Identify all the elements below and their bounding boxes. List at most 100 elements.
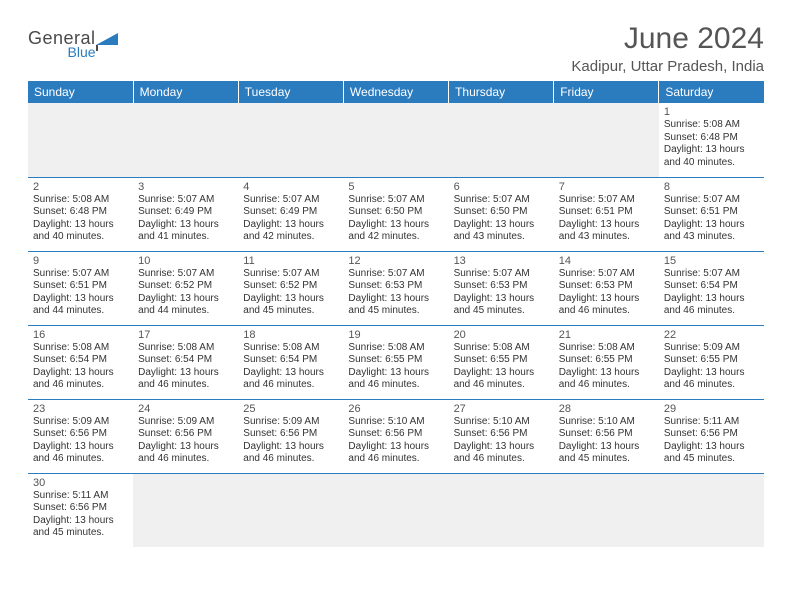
day-number: 23 (33, 403, 128, 415)
daylight-line-1: Daylight: 13 hours (348, 293, 443, 306)
daylight-line-1: Daylight: 13 hours (138, 293, 233, 306)
calendar-day: 3Sunrise: 5:07 AMSunset: 6:49 PMDaylight… (133, 177, 238, 251)
calendar-day: 29Sunrise: 5:11 AMSunset: 6:56 PMDayligh… (659, 399, 764, 473)
calendar-day: 28Sunrise: 5:10 AMSunset: 6:56 PMDayligh… (554, 399, 659, 473)
calendar-empty (133, 473, 238, 547)
calendar-day: 19Sunrise: 5:08 AMSunset: 6:55 PMDayligh… (343, 325, 448, 399)
calendar-day: 5Sunrise: 5:07 AMSunset: 6:50 PMDaylight… (343, 177, 448, 251)
sunset-line: Sunset: 6:52 PM (138, 280, 233, 293)
sunset-line: Sunset: 6:50 PM (454, 206, 549, 219)
daylight-line-1: Daylight: 13 hours (664, 144, 759, 157)
calendar-day: 23Sunrise: 5:09 AMSunset: 6:56 PMDayligh… (28, 399, 133, 473)
daylight-line-2: and 46 minutes. (664, 379, 759, 392)
month-title: June 2024 (571, 22, 764, 56)
sunset-line: Sunset: 6:55 PM (559, 354, 654, 367)
sunrise-line: Sunrise: 5:08 AM (664, 119, 759, 132)
sunset-line: Sunset: 6:55 PM (454, 354, 549, 367)
calendar-day: 7Sunrise: 5:07 AMSunset: 6:51 PMDaylight… (554, 177, 659, 251)
daylight-line-1: Daylight: 13 hours (664, 441, 759, 454)
sunset-line: Sunset: 6:53 PM (559, 280, 654, 293)
sunset-line: Sunset: 6:54 PM (138, 354, 233, 367)
day-number: 15 (664, 255, 759, 267)
calendar-empty (659, 473, 764, 547)
daylight-line-1: Daylight: 13 hours (348, 367, 443, 380)
location: Kadipur, Uttar Pradesh, India (571, 58, 764, 75)
daylight-line-2: and 46 minutes. (348, 379, 443, 392)
daylight-line-1: Daylight: 13 hours (664, 367, 759, 380)
sunset-line: Sunset: 6:54 PM (243, 354, 338, 367)
daylight-line-2: and 45 minutes. (454, 305, 549, 318)
daylight-line-2: and 46 minutes. (138, 379, 233, 392)
daylight-line-2: and 42 minutes. (348, 231, 443, 244)
calendar-empty (554, 103, 659, 177)
calendar-empty (343, 103, 448, 177)
sunset-line: Sunset: 6:49 PM (243, 206, 338, 219)
day-number: 30 (33, 477, 128, 489)
daylight-line-2: and 46 minutes. (454, 453, 549, 466)
sunrise-line: Sunrise: 5:07 AM (138, 194, 233, 207)
daylight-line-1: Daylight: 13 hours (243, 367, 338, 380)
sunset-line: Sunset: 6:55 PM (664, 354, 759, 367)
day-number: 4 (243, 181, 338, 193)
daylight-line-1: Daylight: 13 hours (243, 441, 338, 454)
calendar-day: 11Sunrise: 5:07 AMSunset: 6:52 PMDayligh… (238, 251, 343, 325)
calendar-empty (343, 473, 448, 547)
day-number: 2 (33, 181, 128, 193)
calendar-day: 1Sunrise: 5:08 AMSunset: 6:48 PMDaylight… (659, 103, 764, 177)
sunrise-line: Sunrise: 5:09 AM (138, 416, 233, 429)
day-number: 1 (664, 106, 759, 118)
calendar-empty (238, 103, 343, 177)
sunrise-line: Sunrise: 5:07 AM (348, 194, 443, 207)
day-number: 12 (348, 255, 443, 267)
daylight-line-1: Daylight: 13 hours (348, 441, 443, 454)
sunrise-line: Sunrise: 5:07 AM (664, 194, 759, 207)
sunrise-line: Sunrise: 5:07 AM (664, 268, 759, 281)
calendar-week: 9Sunrise: 5:07 AMSunset: 6:51 PMDaylight… (28, 251, 764, 325)
page-header: General Blue June 2024 Kadipur, Uttar Pr… (28, 22, 764, 75)
daylight-line-1: Daylight: 13 hours (454, 367, 549, 380)
calendar-day: 26Sunrise: 5:10 AMSunset: 6:56 PMDayligh… (343, 399, 448, 473)
sunset-line: Sunset: 6:56 PM (33, 502, 128, 515)
day-number: 22 (664, 329, 759, 341)
daylight-line-2: and 46 minutes. (33, 379, 128, 392)
sunrise-line: Sunrise: 5:07 AM (138, 268, 233, 281)
sunset-line: Sunset: 6:51 PM (559, 206, 654, 219)
sunrise-line: Sunrise: 5:07 AM (559, 194, 654, 207)
daylight-line-2: and 46 minutes. (138, 453, 233, 466)
calendar-week: 2Sunrise: 5:08 AMSunset: 6:48 PMDaylight… (28, 177, 764, 251)
daylight-line-2: and 46 minutes. (33, 453, 128, 466)
day-header: Thursday (449, 81, 554, 103)
calendar-day: 10Sunrise: 5:07 AMSunset: 6:52 PMDayligh… (133, 251, 238, 325)
sunset-line: Sunset: 6:48 PM (33, 206, 128, 219)
day-number: 29 (664, 403, 759, 415)
daylight-line-1: Daylight: 13 hours (559, 219, 654, 232)
daylight-line-1: Daylight: 13 hours (138, 441, 233, 454)
daylight-line-2: and 46 minutes. (559, 379, 654, 392)
daylight-line-2: and 45 minutes. (664, 453, 759, 466)
sunset-line: Sunset: 6:48 PM (664, 132, 759, 145)
calendar-empty (133, 103, 238, 177)
sunset-line: Sunset: 6:51 PM (664, 206, 759, 219)
day-number: 9 (33, 255, 128, 267)
day-number: 25 (243, 403, 338, 415)
calendar-day: 12Sunrise: 5:07 AMSunset: 6:53 PMDayligh… (343, 251, 448, 325)
calendar-week: 1Sunrise: 5:08 AMSunset: 6:48 PMDaylight… (28, 103, 764, 177)
daylight-line-1: Daylight: 13 hours (348, 219, 443, 232)
daylight-line-2: and 46 minutes. (664, 305, 759, 318)
calendar-week: 16Sunrise: 5:08 AMSunset: 6:54 PMDayligh… (28, 325, 764, 399)
calendar-day: 14Sunrise: 5:07 AMSunset: 6:53 PMDayligh… (554, 251, 659, 325)
daylight-line-1: Daylight: 13 hours (559, 367, 654, 380)
title-block: June 2024 Kadipur, Uttar Pradesh, India (571, 22, 764, 75)
sunset-line: Sunset: 6:54 PM (33, 354, 128, 367)
calendar-day: 17Sunrise: 5:08 AMSunset: 6:54 PMDayligh… (133, 325, 238, 399)
sunset-line: Sunset: 6:50 PM (348, 206, 443, 219)
logo: General Blue (28, 30, 122, 59)
sunrise-line: Sunrise: 5:10 AM (454, 416, 549, 429)
day-header: Wednesday (343, 81, 448, 103)
calendar-day: 25Sunrise: 5:09 AMSunset: 6:56 PMDayligh… (238, 399, 343, 473)
daylight-line-2: and 46 minutes. (243, 379, 338, 392)
sunrise-line: Sunrise: 5:07 AM (243, 268, 338, 281)
daylight-line-1: Daylight: 13 hours (138, 219, 233, 232)
daylight-line-2: and 43 minutes. (664, 231, 759, 244)
sunset-line: Sunset: 6:56 PM (348, 428, 443, 441)
